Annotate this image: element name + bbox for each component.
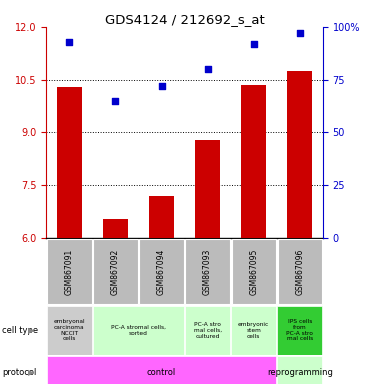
Point [297,30,303,36]
Bar [185,306,230,355]
Bar [57,87,82,238]
Text: IPS cells
from
PC-A stro
mal cells: IPS cells from PC-A stro mal cells [286,319,313,341]
Bar [277,306,322,355]
Bar [287,71,312,238]
Bar [195,139,220,238]
Text: GSM867092: GSM867092 [111,248,120,295]
Bar [231,306,276,355]
Text: PC-A stromal cells,
sorted: PC-A stromal cells, sorted [111,325,166,336]
Bar [278,240,322,304]
Text: reprogramming: reprogramming [267,368,333,377]
Bar [93,240,138,304]
Text: PC-A stro
mal cells,
cultured: PC-A stro mal cells, cultured [194,322,221,339]
Bar [93,306,184,355]
Text: protocol: protocol [2,368,36,377]
Text: GSM867096: GSM867096 [295,248,304,295]
Point [112,98,118,104]
Bar [47,306,92,355]
Point [158,83,164,89]
Point [66,39,72,45]
Bar [47,240,92,304]
Point [205,66,211,72]
Bar [241,85,266,238]
Text: embryonic
stem
cells: embryonic stem cells [238,322,269,339]
Text: embryonal
carcinoma
NCCIT
cells: embryonal carcinoma NCCIT cells [53,319,85,341]
Bar [47,356,276,384]
Text: GSM867091: GSM867091 [65,248,74,295]
Text: cell type: cell type [2,326,38,335]
Bar [139,240,184,304]
Title: GDS4124 / 212692_s_at: GDS4124 / 212692_s_at [105,13,265,26]
Text: ▶: ▶ [28,368,35,377]
Text: control: control [147,368,176,377]
Bar [103,219,128,238]
Bar [186,240,230,304]
Text: ▶: ▶ [28,326,35,335]
Text: GSM867094: GSM867094 [157,248,166,295]
Text: GSM867093: GSM867093 [203,248,212,295]
Point [251,41,257,47]
Text: GSM867095: GSM867095 [249,248,258,295]
Bar [232,240,276,304]
Bar [149,196,174,238]
Bar [277,356,322,384]
